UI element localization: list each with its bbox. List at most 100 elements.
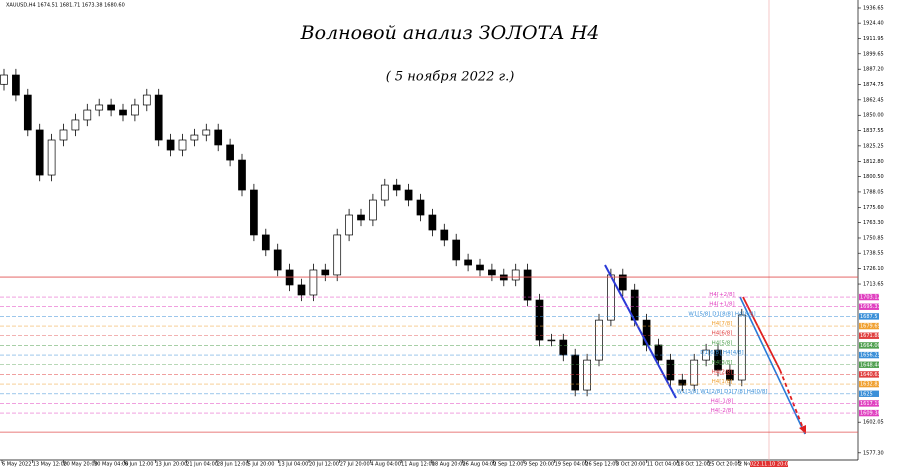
level-name: H4[6/8]: [712, 331, 733, 337]
candle-body: [476, 264, 484, 271]
candle-body: [380, 184, 389, 201]
candle-body: [47, 139, 56, 176]
candle-body: [71, 119, 80, 131]
x-tick-label: 13 Jun 20:00: [156, 462, 188, 468]
price-box-label: 1617.19: [860, 401, 881, 407]
price-box-label: 1679.69: [860, 324, 881, 330]
candle-body: [666, 359, 675, 381]
chart-title: Волновой анализ ЗОЛОТА Н4: [300, 22, 600, 44]
y-tick-label: 1577.30: [863, 450, 884, 456]
candle-body: [654, 344, 663, 361]
x-tick-label: 13 Jul 04:00: [278, 462, 308, 468]
candle-body: [535, 299, 544, 341]
candle-body: [35, 129, 44, 176]
candle-body: [214, 129, 223, 146]
x-tick-label: 4 Aug 04:00: [370, 462, 401, 468]
candle-body: [190, 134, 199, 141]
level-name: H4[5/8]: [712, 340, 733, 346]
price-box-label: 1695.31: [860, 304, 881, 310]
price-box-label: 1671.88: [860, 333, 881, 339]
x-tick-label: 28 Jun 12:00: [217, 462, 249, 468]
candle-body: [511, 269, 520, 281]
price-box: [859, 361, 879, 368]
candle-body: [714, 349, 722, 371]
x-tick-label: 11 Aug 12:00: [401, 462, 435, 468]
candle-body: [428, 214, 437, 231]
marks: [0, 68, 746, 397]
price-box: [859, 400, 879, 407]
y-tick-label: 1800.50: [863, 174, 884, 180]
candle-body: [238, 159, 246, 191]
y-tick-label: 1899.65: [863, 51, 884, 57]
x-tick-label: 20 May 20:00: [63, 462, 97, 468]
candle-body: [83, 109, 92, 121]
y-tick-label: 1887.20: [863, 67, 884, 73]
level-name: H4[-1/8]: [711, 398, 734, 404]
x-tick-label: 25 Oct 20:00: [708, 462, 741, 468]
price-box: [859, 303, 879, 310]
candle-body: [333, 234, 342, 276]
candle-body: [261, 234, 270, 251]
candle-body: [178, 139, 187, 151]
x-tick-label: 13 May 12:00: [33, 462, 67, 468]
time-marker-label: 2022.11.10 20:00: [747, 462, 792, 468]
forecast: [604, 264, 806, 435]
candle-body: [119, 109, 127, 116]
level-name: H4[-2/8]: [711, 408, 734, 414]
candle-body: [726, 369, 734, 381]
y-tick-label: 1850.00: [863, 113, 884, 119]
trend-line: [604, 264, 677, 399]
level-name: H4[+2/8]: [709, 292, 734, 298]
y-tick-label: 1862.45: [863, 97, 884, 103]
time-marker-box: [750, 461, 788, 467]
x-tick-label: 26 Sep 12:00: [585, 462, 618, 468]
y-tick-label: 1874.75: [863, 82, 884, 88]
price-box-label: 1703.12: [860, 295, 881, 301]
price-box: [859, 390, 879, 397]
candle-body: [309, 269, 318, 296]
x-tick-label: 21 Jun 04:00: [186, 462, 218, 468]
candle-body: [523, 269, 532, 301]
price-box-label: 1625: [860, 391, 873, 397]
price-box: [859, 313, 879, 320]
forecast-arrow: [779, 369, 804, 429]
x-tick-label: 6 Jun 12:00: [125, 462, 154, 468]
x-tick-label: 9 Sep 20:00: [524, 462, 554, 468]
y-tick-label: 1775.60: [863, 205, 884, 211]
x-tick-label: 11 Oct 04:00: [647, 462, 680, 468]
price-box-label: 1656.25: [860, 353, 881, 359]
price-box-label: 1609.38: [860, 411, 881, 417]
level-name: H4[2/8]: [712, 369, 733, 375]
candle-body: [452, 239, 461, 261]
candle-body: [297, 284, 306, 296]
x-tick-label: 6 May 2022: [2, 462, 31, 468]
y-tick-label: 1825.25: [863, 143, 884, 149]
price-box: [859, 342, 879, 349]
candle-body: [499, 274, 508, 281]
y-tick-label: 1726.10: [863, 266, 884, 272]
level-name: H4[+1/8]: [709, 302, 734, 308]
candle-body: [107, 104, 115, 111]
y-tick-label: 1936.65: [863, 5, 884, 11]
x-tick-label: 18 Aug 20:00: [432, 462, 466, 468]
candle-body: [154, 94, 163, 141]
level-name: D1[6/8] H4[4/8]: [700, 350, 743, 356]
trend-line: [739, 296, 806, 435]
y-tick-label: 1750.85: [863, 235, 884, 241]
y-tick-label: 1763.30: [863, 220, 884, 226]
candle-body: [404, 189, 413, 201]
candle-body: [583, 359, 591, 391]
candle-body: [392, 184, 401, 191]
x-tick-label: 18 Oct 12:00: [677, 462, 710, 468]
candle-body: [321, 269, 330, 276]
x-tick-label: 20 Jul 12:00: [309, 462, 339, 468]
x-tick-label: 5 Jul 20:00: [248, 462, 275, 468]
level-name: H4[3/8]: [712, 360, 733, 366]
level-name: H4[1/8]: [712, 379, 733, 385]
chart-subtitle: ( 5 ноября 2022 г.): [386, 70, 515, 85]
candle-body: [273, 249, 282, 271]
candle-body: [559, 339, 568, 356]
y-tick-label: 1812.80: [863, 159, 884, 165]
candle-body: [547, 339, 556, 342]
